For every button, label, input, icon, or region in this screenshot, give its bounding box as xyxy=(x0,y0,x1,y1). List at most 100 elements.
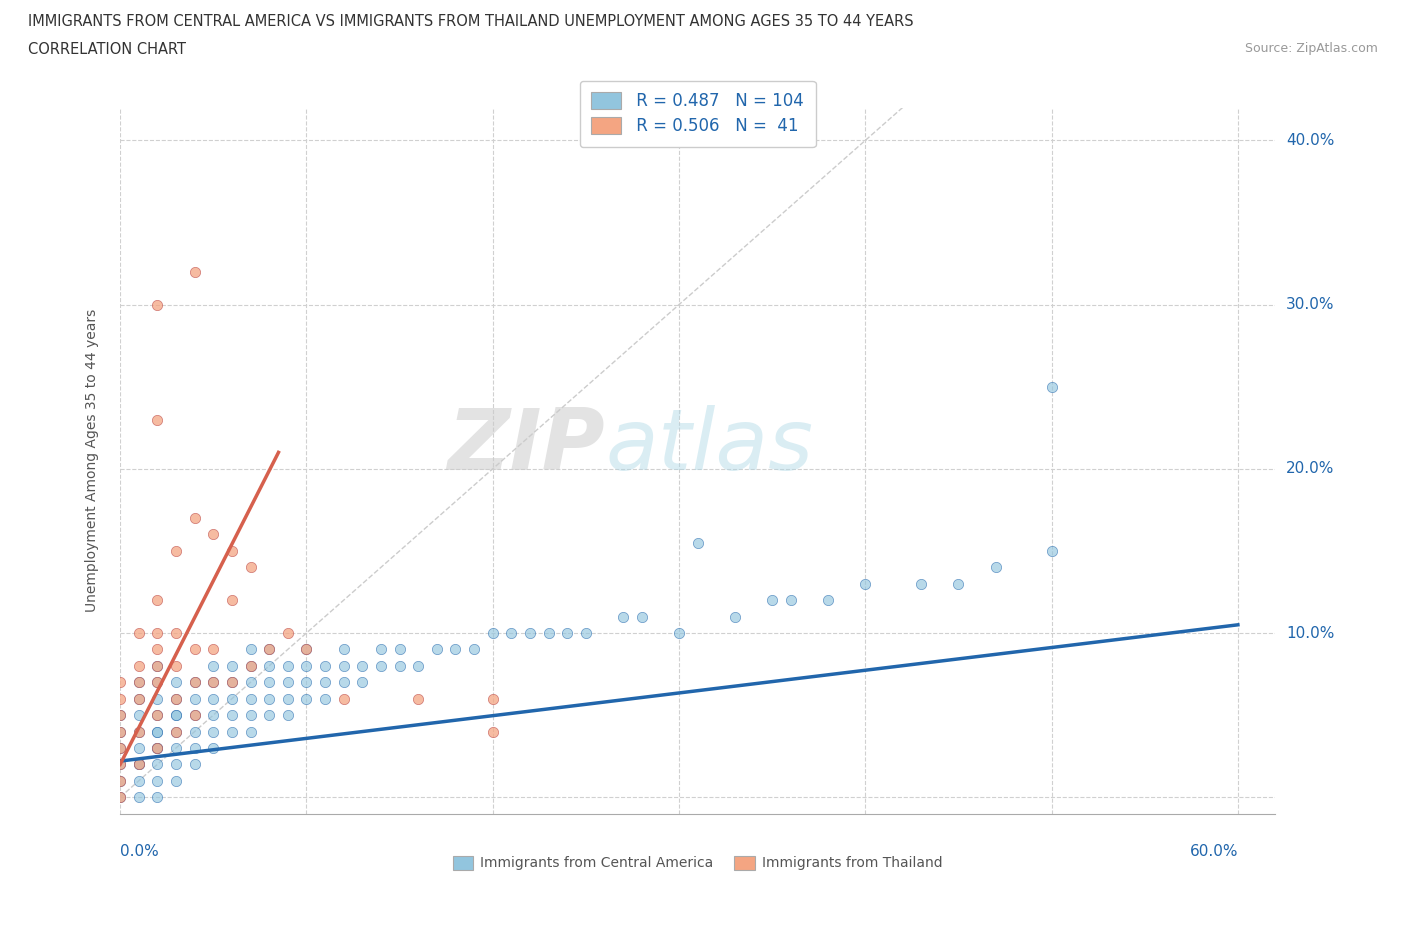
Point xyxy=(239,658,262,673)
Point xyxy=(128,691,150,706)
Point xyxy=(686,536,709,551)
Point xyxy=(108,757,131,772)
Point xyxy=(388,642,411,657)
Point xyxy=(779,592,801,607)
Point xyxy=(277,675,299,690)
Point xyxy=(221,543,243,558)
Point xyxy=(165,724,187,739)
Point xyxy=(1040,543,1063,558)
Point xyxy=(239,724,262,739)
Point xyxy=(221,592,243,607)
Point xyxy=(221,675,243,690)
Point xyxy=(165,658,187,673)
Point xyxy=(146,774,169,789)
Point xyxy=(146,298,169,312)
Point xyxy=(426,642,449,657)
Point xyxy=(352,658,374,673)
Point xyxy=(202,691,225,706)
Point xyxy=(257,642,280,657)
Point xyxy=(332,658,354,673)
Point xyxy=(165,774,187,789)
Point xyxy=(277,708,299,723)
Point xyxy=(108,740,131,755)
Point xyxy=(183,511,205,525)
Point xyxy=(165,724,187,739)
Text: 30.0%: 30.0% xyxy=(1286,297,1334,312)
Point xyxy=(183,675,205,690)
Point xyxy=(519,626,541,641)
Point xyxy=(108,790,131,804)
Point xyxy=(146,708,169,723)
Point xyxy=(202,675,225,690)
Point xyxy=(277,626,299,641)
Point xyxy=(332,675,354,690)
Point xyxy=(108,790,131,804)
Point xyxy=(202,658,225,673)
Point xyxy=(108,708,131,723)
Point xyxy=(146,412,169,427)
Point xyxy=(239,708,262,723)
Point xyxy=(146,724,169,739)
Text: 40.0%: 40.0% xyxy=(1286,133,1334,148)
Text: IMMIGRANTS FROM CENTRAL AMERICA VS IMMIGRANTS FROM THAILAND UNEMPLOYMENT AMONG A: IMMIGRANTS FROM CENTRAL AMERICA VS IMMIG… xyxy=(28,14,914,29)
Point xyxy=(146,642,169,657)
Point xyxy=(128,658,150,673)
Point xyxy=(295,642,318,657)
Point xyxy=(221,708,243,723)
Text: 60.0%: 60.0% xyxy=(1189,844,1237,859)
Point xyxy=(817,592,839,607)
Point xyxy=(370,658,392,673)
Point xyxy=(183,724,205,739)
Point xyxy=(146,691,169,706)
Point xyxy=(406,658,429,673)
Point xyxy=(761,592,783,607)
Point xyxy=(165,626,187,641)
Point xyxy=(501,626,523,641)
Point xyxy=(146,675,169,690)
Point xyxy=(128,724,150,739)
Point xyxy=(352,675,374,690)
Point xyxy=(984,560,1007,575)
Point xyxy=(202,708,225,723)
Point xyxy=(257,642,280,657)
Point xyxy=(128,626,150,641)
Point xyxy=(277,691,299,706)
Point xyxy=(108,724,131,739)
Point xyxy=(295,658,318,673)
Point xyxy=(370,642,392,657)
Point xyxy=(630,609,652,624)
Point xyxy=(165,691,187,706)
Point xyxy=(108,724,131,739)
Point xyxy=(128,757,150,772)
Point xyxy=(277,658,299,673)
Point xyxy=(555,626,578,641)
Point xyxy=(183,691,205,706)
Point xyxy=(332,691,354,706)
Point xyxy=(146,708,169,723)
Point xyxy=(146,658,169,673)
Point xyxy=(128,675,150,690)
Text: atlas: atlas xyxy=(605,405,813,488)
Point xyxy=(202,642,225,657)
Text: 0.0%: 0.0% xyxy=(120,844,159,859)
Point xyxy=(463,642,485,657)
Point xyxy=(257,691,280,706)
Point xyxy=(183,757,205,772)
Point xyxy=(165,757,187,772)
Point xyxy=(165,708,187,723)
Text: ZIP: ZIP xyxy=(447,405,605,488)
Point xyxy=(165,708,187,723)
Point xyxy=(108,691,131,706)
Legend:  R = 0.487   N = 104,  R = 0.506   N =  41: R = 0.487 N = 104, R = 0.506 N = 41 xyxy=(579,81,815,147)
Point xyxy=(948,577,970,591)
Point xyxy=(128,724,150,739)
Point xyxy=(239,560,262,575)
Point xyxy=(108,675,131,690)
Text: 10.0%: 10.0% xyxy=(1286,626,1334,641)
Point xyxy=(257,708,280,723)
Point xyxy=(1040,379,1063,394)
Point xyxy=(183,740,205,755)
Point xyxy=(146,740,169,755)
Text: CORRELATION CHART: CORRELATION CHART xyxy=(28,42,186,57)
Point xyxy=(314,675,336,690)
